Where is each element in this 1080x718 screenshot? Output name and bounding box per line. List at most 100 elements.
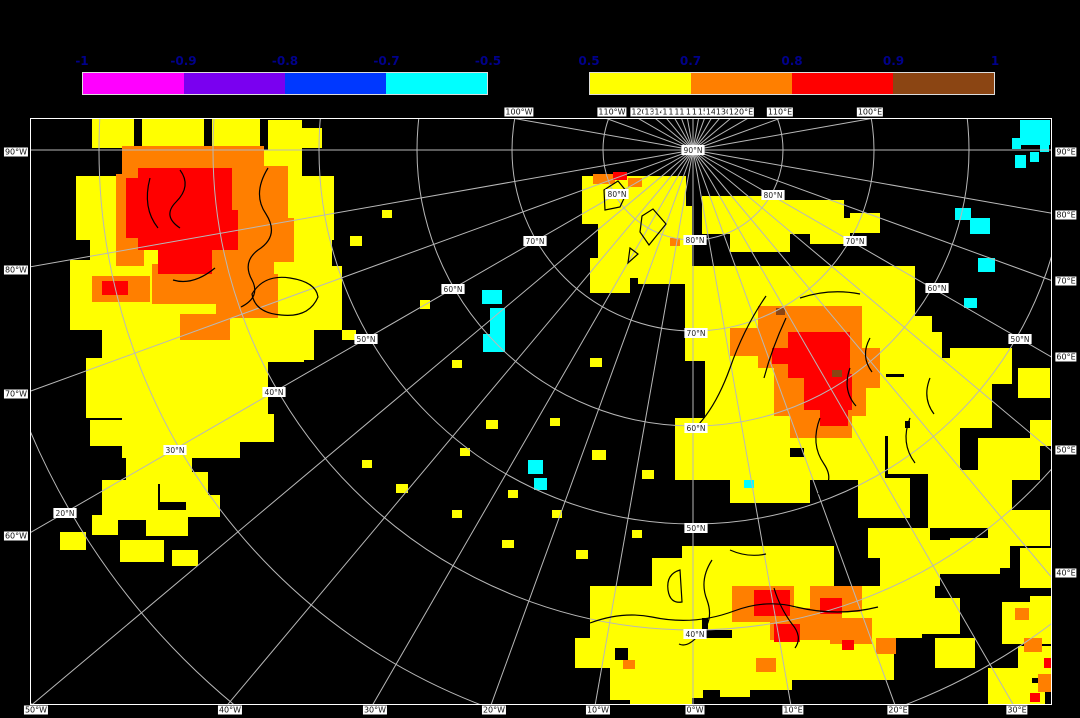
europe-orange-cell — [623, 660, 635, 669]
nw-russia-yellow-cell — [880, 332, 942, 374]
southeast-corner-orange-cell — [1038, 674, 1052, 692]
europe-orange-cell — [756, 658, 776, 672]
latitude-label-box — [354, 334, 378, 344]
negative-correlation-cyan-cell — [1030, 152, 1039, 162]
atlantic-scatter-yellow-cell — [550, 418, 560, 426]
negative-colorbar-tick: -1 — [75, 54, 89, 68]
atlantic-scatter-yellow — [342, 210, 654, 559]
negative-colorbar-tick: -0.9 — [170, 54, 197, 68]
positive-colorbar-segment-3 — [893, 73, 994, 94]
latitude-label: 40°N — [265, 388, 284, 397]
left-meridian-label: 60°W — [3, 531, 29, 541]
negative-correlation-cyan-cell — [744, 480, 754, 488]
greenland-yellow-cell — [172, 550, 198, 566]
latitude-label: 50°N — [1011, 335, 1030, 344]
meridian-120 — [692, 118, 750, 151]
positive-colorbar-tick: 0.5 — [578, 54, 600, 68]
atlantic-scatter-yellow-cell — [508, 490, 518, 498]
negative-correlation-cyan-cell — [978, 258, 995, 272]
bottom-meridian-label: 20°E — [887, 705, 909, 715]
negative-colorbar-segment-2 — [285, 73, 386, 94]
meridian-150 — [692, 118, 713, 151]
negative-colorbar-tick: -0.7 — [373, 54, 400, 68]
arctic-northeast-yellow-cell — [730, 230, 790, 252]
meridian-160 — [692, 118, 706, 151]
nw-russia-yellow-cell — [950, 538, 1010, 568]
latitude-label-box — [681, 145, 705, 155]
positive-colorbar-tick: 0.7 — [679, 54, 702, 68]
positive-colorbar-bar — [589, 72, 995, 95]
coastline-9 — [763, 317, 787, 379]
latitude-label: 90°N — [684, 146, 703, 155]
negative-correlation-cyan-cell — [490, 308, 505, 340]
atlantic-scatter-yellow-cell — [486, 420, 498, 429]
latitude-label: 80°N — [608, 190, 627, 199]
latitude-label: 60°N — [928, 284, 947, 293]
coastline-4 — [251, 276, 319, 316]
nw-russia-yellow-cell — [910, 376, 992, 428]
southeast-corner-orange-cell — [1024, 638, 1042, 652]
europe-yellow-cell — [630, 683, 665, 705]
meridian--150 — [673, 118, 694, 151]
coastline-11 — [799, 291, 861, 299]
svalbard-yellow-cell — [638, 206, 692, 284]
meridian-100 — [692, 118, 878, 151]
latitude-label-box — [684, 423, 708, 433]
southeast-corner-yellow-cell — [1030, 596, 1052, 622]
latitude-label: 40°N — [686, 630, 705, 639]
scandinavia-red — [772, 332, 852, 426]
greenland-yellow-cell — [86, 358, 268, 418]
coastline-2 — [172, 267, 216, 283]
bottom-meridian-label: 40°W — [217, 705, 243, 715]
atlantic-scatter-yellow-cell — [632, 530, 642, 538]
southeast-corner-red — [1030, 658, 1052, 702]
latitude-label-box — [1008, 334, 1032, 344]
europe-red-cell — [820, 598, 842, 614]
right-meridian-label: 40°E — [1055, 568, 1077, 578]
meridian--10 — [594, 149, 694, 705]
europe-yellow-cell — [935, 638, 975, 668]
meridian--30 — [371, 149, 694, 705]
latitude-label-box — [163, 445, 187, 455]
latitude-label-box — [605, 189, 629, 199]
svalbard-yellow-cell — [590, 258, 630, 293]
coastline-7 — [627, 246, 639, 265]
correlation-field — [60, 118, 1052, 705]
latitude-label: 20°N — [56, 509, 75, 518]
latitude-label: 70°N — [846, 237, 865, 246]
svalbard-red — [613, 172, 627, 180]
right-meridian-label: 80°E — [1055, 210, 1077, 220]
greenland-yellow-cell — [92, 515, 118, 535]
positive-colorbar-segment-0 — [590, 73, 691, 94]
bottom-meridian-label: 0°W — [685, 705, 705, 715]
greenland-yellow-cell — [298, 128, 322, 148]
europe-red-cell — [774, 624, 800, 642]
positive-colorbar-tick: 1 — [990, 54, 1000, 68]
arctic-northeast-yellow-cell — [850, 213, 880, 233]
latitude-label: 70°N — [687, 329, 706, 338]
greenland-yellow-cell — [270, 330, 314, 360]
left-meridian-label: 90°W — [3, 147, 29, 157]
negative-correlation-cyan-cell — [1015, 155, 1026, 168]
negative-correlation-cyan-cell — [534, 478, 547, 490]
coastline-15 — [667, 569, 683, 603]
europe-yellow-cell — [720, 673, 750, 697]
bottom-meridian-label: 10°E — [782, 705, 804, 715]
bottom-meridian-label: 50°W — [23, 705, 49, 715]
meridian-20 — [692, 149, 896, 705]
scandinavia-brown-specks-cell — [832, 370, 842, 377]
latitude-label: 60°N — [444, 285, 463, 294]
atlantic-scatter-yellow-cell — [592, 450, 606, 460]
scandinavia-red-cell — [820, 410, 848, 426]
positive-colorbar-tick: 0.8 — [781, 54, 803, 68]
latitude-label: 50°N — [687, 524, 706, 533]
latitude-label: 60°N — [687, 424, 706, 433]
nw-russia-yellow-cell — [950, 348, 1012, 384]
nw-russia-yellow — [858, 332, 1052, 588]
scandinavia-red-cell — [804, 374, 852, 410]
meridian-130 — [692, 118, 732, 151]
inline-latitude-labels: 90°N 80°N 80°N 80°N 70°N 70°N 70°N 60°N 60°N 60°N… — [53, 145, 1032, 639]
left-meridian-label: 70°W — [3, 389, 29, 399]
atlantic-scatter-yellow-cell — [502, 540, 514, 548]
